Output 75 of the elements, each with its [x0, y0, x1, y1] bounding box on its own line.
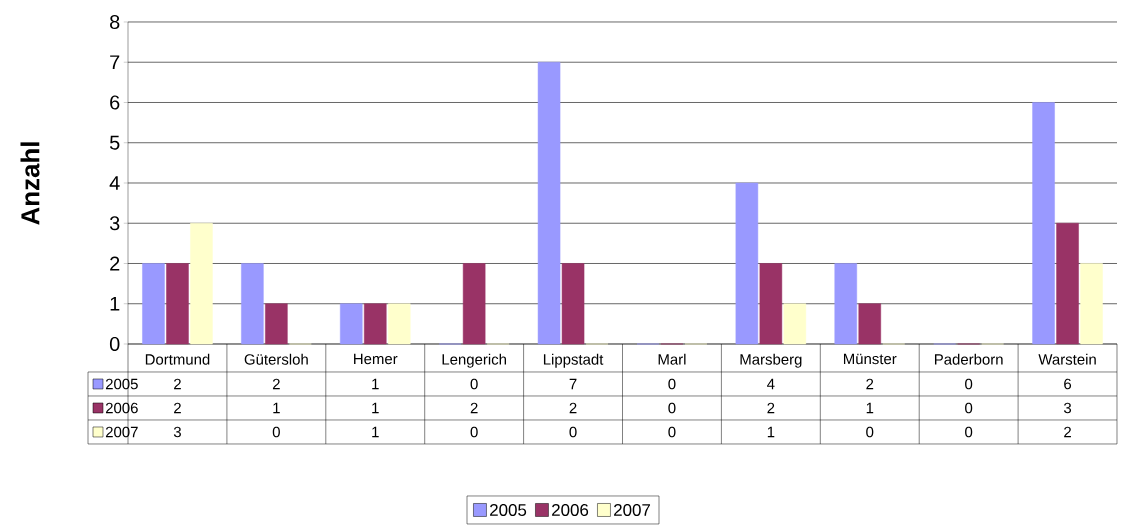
data-label: 3: [173, 426, 181, 438]
y-tick-label: 0: [109, 336, 120, 352]
x-tick-label: Dortmund: [145, 353, 210, 365]
bar: [241, 263, 264, 345]
data-label: 2: [272, 378, 280, 390]
data-label: 2: [569, 402, 577, 414]
data-label: 1: [372, 426, 379, 438]
data-label: 0: [965, 402, 973, 414]
data-label: 0: [569, 426, 577, 438]
x-tick-label: Münster: [843, 353, 897, 365]
y-tick-label: 2: [110, 256, 120, 271]
x-tick-label: Paderborn: [934, 353, 1003, 365]
legend-label: 2007: [105, 426, 138, 438]
data-label: 0: [866, 426, 874, 438]
data-label: 7: [569, 378, 577, 390]
text: 2006: [552, 503, 589, 516]
data-label: 1: [866, 402, 874, 414]
x-tick-label: Marsberg: [740, 353, 802, 368]
y-tick-label: 3: [109, 216, 120, 231]
bar: [735, 182, 759, 345]
text: 2005: [490, 503, 527, 516]
y-tick-label: 4: [109, 176, 120, 190]
legend-label: 2005: [105, 378, 138, 390]
data-label: 2: [866, 378, 874, 390]
data-label: 0: [668, 426, 676, 438]
data-label: 1: [372, 402, 379, 414]
data-label: 3: [1063, 402, 1072, 414]
bar: [166, 263, 189, 345]
bar: [1032, 102, 1055, 345]
data-label: 2: [174, 402, 181, 414]
data-label: 2: [174, 378, 181, 390]
data-label: 0: [272, 426, 280, 438]
x-tick-label: Gütersloh: [244, 353, 308, 365]
bar: [364, 303, 387, 345]
bar: [783, 303, 807, 345]
y-tick-label: 8: [110, 14, 120, 30]
bar: [561, 263, 585, 345]
x-tick-label: Marl: [658, 353, 686, 365]
y-tick-label: 6: [110, 95, 120, 110]
data-label: 0: [965, 426, 973, 438]
x-tick-label: Lengerich: [442, 353, 506, 368]
bar: [340, 303, 363, 345]
bar: [265, 303, 288, 345]
bar: [1056, 222, 1079, 345]
x-tick-label: Warstein: [1038, 353, 1096, 365]
legend-label: 2006: [105, 402, 138, 414]
bar: [388, 303, 411, 345]
bar: [190, 222, 213, 345]
y-tick-label: 1: [110, 296, 120, 311]
data-label: 6: [1064, 378, 1072, 390]
x-tick-label: Lippstadt: [543, 353, 604, 368]
data-label: 1: [372, 378, 379, 390]
data-label: 2: [470, 402, 478, 414]
data-label: 4: [767, 378, 775, 390]
data-label: 2: [767, 402, 775, 414]
data-label: 0: [470, 426, 478, 438]
x-tick-label: Hemer: [354, 353, 398, 365]
y-axis-title: Anzahl: [20, 142, 40, 225]
bar: [537, 61, 561, 345]
data-label: 0: [470, 378, 478, 390]
data-label: 0: [965, 378, 973, 390]
bar: [759, 263, 783, 345]
data-label: 1: [767, 426, 775, 438]
bar: [858, 303, 882, 345]
bar: [1080, 263, 1103, 345]
data-label: 2: [1064, 426, 1071, 438]
data-label: 0: [668, 402, 676, 414]
y-tick-label: 5: [109, 135, 120, 150]
data-label: 1: [273, 402, 280, 414]
y-tick-label: 7: [110, 55, 120, 70]
data-label: 0: [668, 378, 676, 390]
bar: [834, 263, 858, 345]
bar: [142, 263, 165, 345]
bar: [462, 263, 486, 345]
text: 2007: [614, 503, 651, 516]
